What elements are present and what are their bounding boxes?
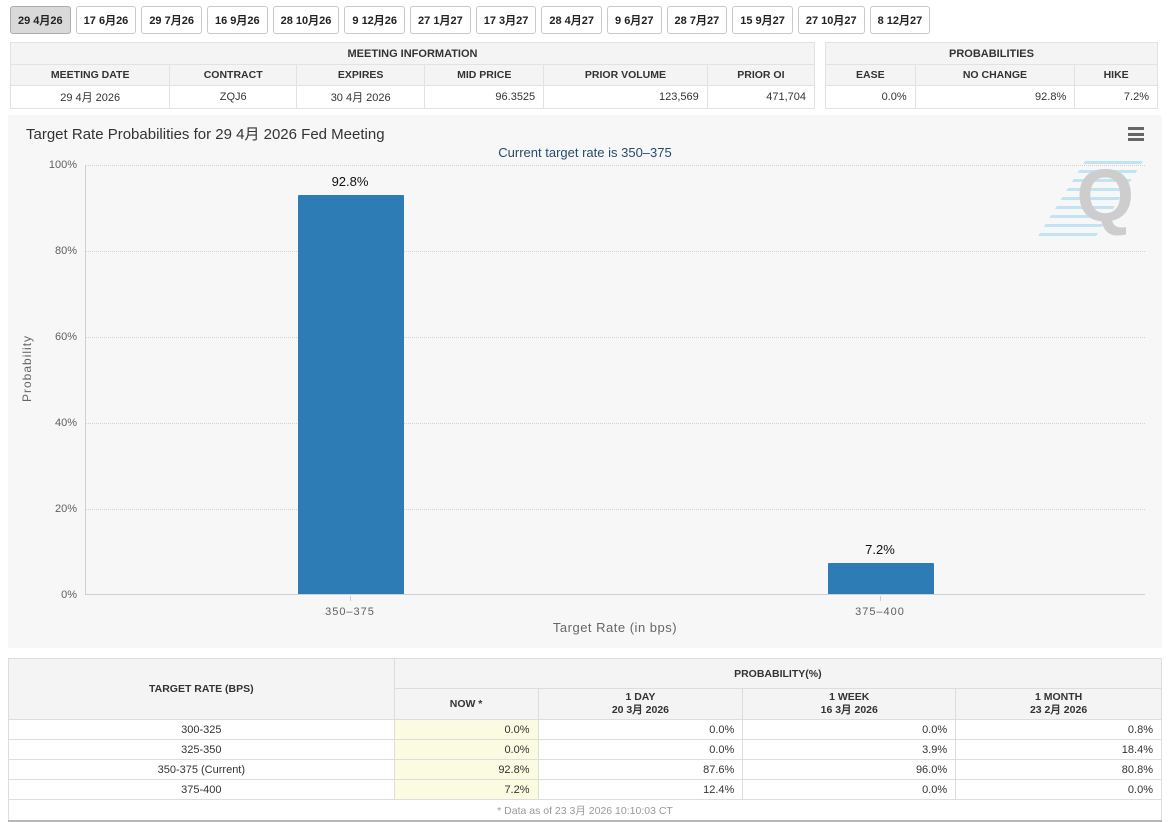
- probability-bar[interactable]: [828, 563, 934, 594]
- probability-bar[interactable]: [298, 194, 404, 594]
- gridline: [86, 337, 1145, 338]
- target-rate-label: 350-375 (Current): [8, 759, 395, 781]
- probability-detail-section: TARGET RATE (BPS) PROBABILITY(%) NOW * 1 …: [8, 657, 1163, 822]
- meeting-tab-bar: 29 4月26 17 6月26 29 7月26 16 9月26 28 10月26 9 12…: [10, 6, 1160, 34]
- probability-subcolumn-header: 1 MONTH 23 2月 2026: [955, 687, 1162, 721]
- probabilities-title: PROBABILITIES: [825, 42, 1158, 65]
- x-axis-title: Target Rate (in bps): [552, 620, 678, 635]
- probability-table-row: 350-375 (Current) 92.8% 87.6% 96.0% 80.8%: [8, 759, 1162, 781]
- probabilities-value: 7.2%: [1074, 85, 1158, 109]
- probabilities-summary-table: PROBABILITIES EASE NO CHANGE HIKE 0.0% 92.8…: [825, 42, 1158, 109]
- gridline: [86, 509, 1145, 510]
- meeting-date-tab[interactable]: 9 6月27: [607, 6, 662, 34]
- meeting-info-value: 96.3525: [424, 85, 545, 109]
- x-axis-tick: [880, 596, 881, 601]
- gridline: [86, 423, 1145, 424]
- y-axis-tick-label: 40%: [54, 417, 77, 429]
- probabilities-column-header: EASE: [825, 64, 916, 86]
- probability-history-value: 80.8%: [955, 759, 1162, 781]
- chart-subtitle: Current target rate is 350–375: [498, 145, 672, 160]
- bar-value-label: 7.2%: [865, 542, 895, 558]
- meeting-date-tab[interactable]: 8 12月27: [869, 6, 931, 34]
- probability-history-value: 0.8%: [955, 719, 1162, 741]
- probability-history-value: 0.0%: [742, 779, 957, 801]
- meeting-information-table: MEETING INFORMATION MEETING DATE CONTRACT…: [9, 42, 816, 109]
- y-axis-tick-label: 60%: [54, 331, 77, 343]
- probability-now-value: 7.2%: [393, 779, 539, 801]
- meeting-date-tab[interactable]: 27 10月27: [797, 6, 865, 34]
- probability-subcolumn-header: 1 WEEK 16 3月 2026: [742, 687, 957, 721]
- meeting-date-tab[interactable]: 29 4月26: [10, 6, 71, 34]
- meeting-info-value: 123,569: [543, 85, 708, 109]
- target-rate-label: 375-400: [8, 779, 395, 801]
- probability-table-row: 300-325 0.0% 0.0% 0.0% 0.8%: [8, 719, 1162, 741]
- meeting-info-column-header: PRIOR VOLUME: [543, 64, 708, 86]
- meeting-date-tab[interactable]: 15 9月27: [732, 6, 793, 34]
- header-tables: MEETING INFORMATION MEETING DATE CONTRACT…: [9, 42, 1158, 109]
- chart-title: Target Rate Probabilities for 29 4月 2026…: [26, 126, 385, 143]
- probability-table-row: 325-350 0.0% 0.0% 3.9% 18.4%: [8, 739, 1162, 761]
- meeting-info-column-header: PRIOR OI: [706, 64, 816, 86]
- y-axis-tick-label: 80%: [54, 245, 77, 257]
- probability-history-value: 18.4%: [955, 739, 1162, 761]
- bar-value-label: 92.8%: [331, 173, 369, 189]
- probabilities-column-header: NO CHANGE: [914, 64, 1076, 86]
- fedwatch-chart-panel: Target Rate Probabilities for 29 4月 2026…: [8, 115, 1162, 648]
- chart-menu-hamburger-icon[interactable]: [1126, 125, 1146, 143]
- meeting-date-tab[interactable]: 17 3月27: [475, 6, 537, 34]
- probability-detail-table: TARGET RATE (BPS) PROBABILITY(%) NOW * 1 …: [8, 657, 1163, 822]
- y-axis-title: Probability: [20, 334, 34, 402]
- probability-now-value: 0.0%: [393, 739, 539, 761]
- probabilities-value: 0.0%: [825, 85, 916, 109]
- meeting-info-column-header: CONTRACT: [169, 64, 297, 86]
- meeting-date-tab[interactable]: 9 12月26: [344, 6, 406, 34]
- probability-group-header: PROBABILITY(%): [393, 658, 1163, 689]
- meeting-info-value: 29 4月 2026: [9, 85, 171, 109]
- meeting-info-value: 471,704: [706, 85, 816, 109]
- y-axis-tick-label: 0%: [61, 589, 77, 601]
- meeting-info-value: ZQJ6: [169, 85, 297, 109]
- gridline: [86, 165, 1145, 166]
- meeting-date-tab[interactable]: 27 1月27: [410, 6, 471, 34]
- meeting-information-title: MEETING INFORMATION: [10, 42, 815, 65]
- meeting-date-tab[interactable]: 28 4月27: [541, 6, 603, 34]
- probability-table-row: 375-400 7.2% 12.4% 0.0% 0.0%: [8, 779, 1162, 801]
- probabilities-column-header: HIKE: [1074, 64, 1158, 86]
- x-axis-tick: [350, 596, 351, 601]
- probability-subcolumn-header: 1 DAY 20 3月 2026: [537, 687, 744, 721]
- probability-now-value: 92.8%: [393, 759, 539, 781]
- meeting-info-column-header: EXPIRES: [295, 64, 426, 86]
- meeting-info-column-header: MID PRICE: [424, 64, 545, 86]
- x-axis-category-label: 375–400: [855, 606, 905, 618]
- y-axis-tick-label: 20%: [54, 503, 77, 515]
- meeting-date-tab[interactable]: 28 10月26: [272, 6, 340, 34]
- probability-history-value: 0.0%: [955, 779, 1162, 801]
- probability-history-value: 12.4%: [537, 779, 744, 801]
- probability-history-value: 0.0%: [537, 719, 744, 741]
- probability-history-value: 3.9%: [742, 739, 957, 761]
- y-axis-tick-label: 100%: [48, 159, 77, 171]
- probability-history-value: 0.0%: [537, 739, 744, 761]
- probability-subcolumn-header: NOW *: [393, 687, 539, 721]
- target-rate-label: 325-350: [8, 739, 395, 761]
- data-as-of-footnote: * Data as of 23 3月 2026 10:10:03 CT: [8, 799, 1162, 822]
- target-rate-label: 300-325: [8, 719, 395, 741]
- target-rate-column-header: TARGET RATE (BPS): [8, 657, 395, 721]
- chart-plot-area: [85, 165, 1145, 595]
- probability-history-value: 96.0%: [742, 759, 957, 781]
- meeting-date-tab[interactable]: 17 6月26: [75, 6, 137, 34]
- probabilities-value: 92.8%: [914, 85, 1076, 109]
- x-axis-category-label: 350–375: [325, 606, 375, 618]
- meeting-info-value: 30 4月 2026: [295, 85, 426, 109]
- probability-now-value: 0.0%: [393, 719, 539, 741]
- probability-history-value: 0.0%: [742, 719, 957, 741]
- meeting-date-tab[interactable]: 29 7月26: [141, 6, 202, 34]
- meeting-date-tab[interactable]: 16 9月26: [206, 6, 268, 34]
- meeting-date-tab[interactable]: 28 7月27: [666, 6, 728, 34]
- meeting-info-column-header: MEETING DATE: [9, 64, 171, 86]
- probability-history-value: 87.6%: [537, 759, 744, 781]
- gridline: [86, 251, 1145, 252]
